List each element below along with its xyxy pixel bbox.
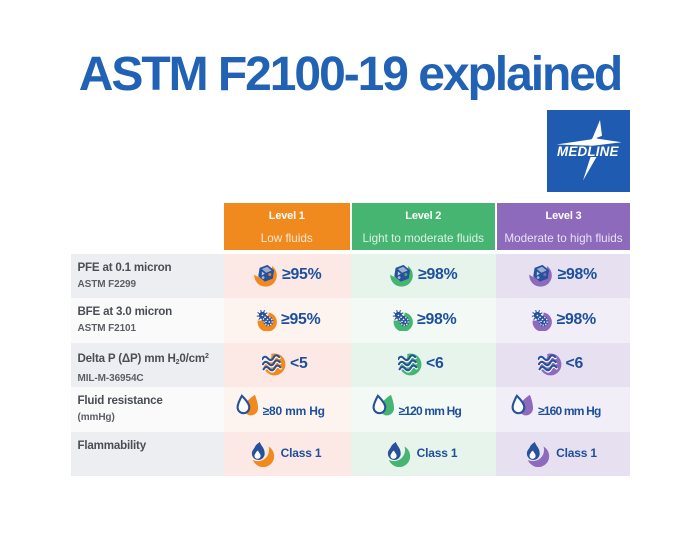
svg-text:MEDLINE: MEDLINE (557, 144, 620, 159)
